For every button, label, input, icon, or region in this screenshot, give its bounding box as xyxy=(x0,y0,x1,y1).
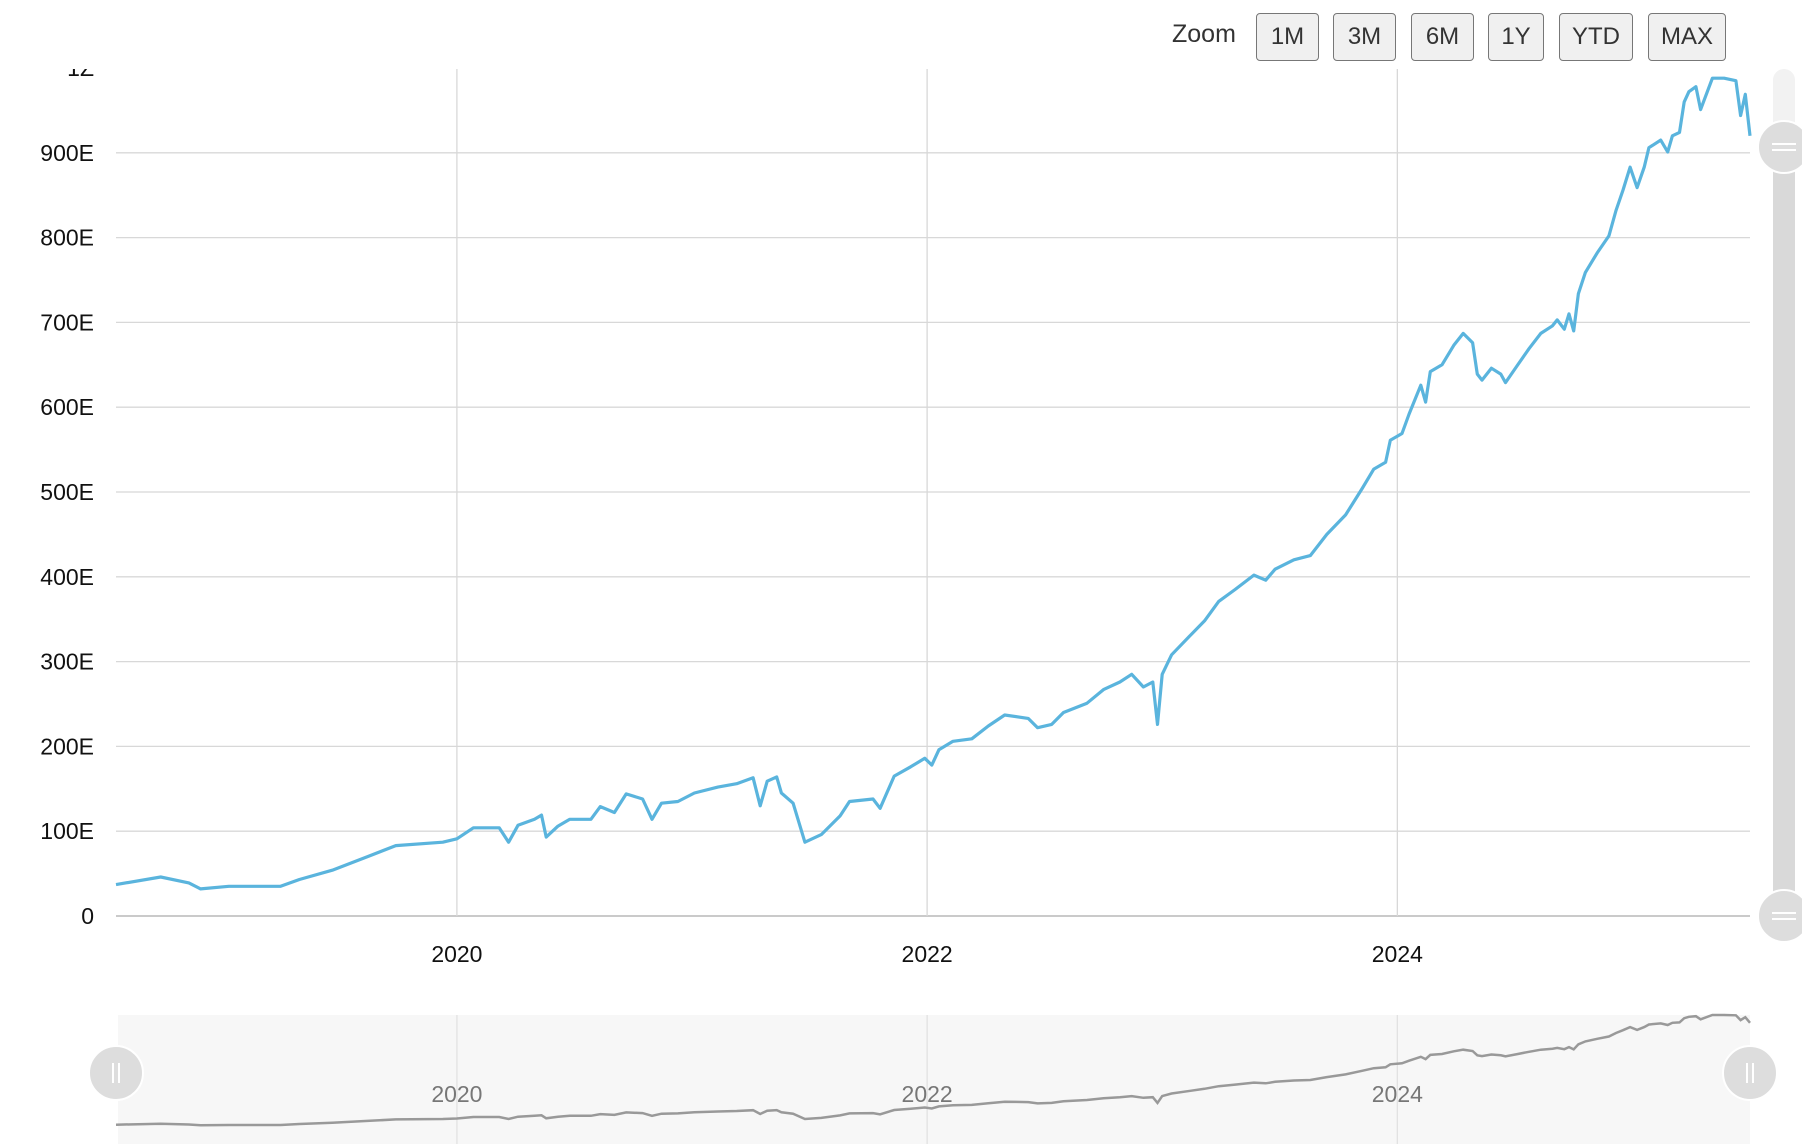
handle-circle xyxy=(88,1045,144,1101)
navigator-right-handle[interactable] xyxy=(1722,1045,1778,1101)
navigator-series-line xyxy=(115,1013,1751,1127)
x-tick-label: 2022 xyxy=(902,941,953,967)
y-tick-label: 0 xyxy=(81,903,94,929)
zoom-label: Zoom xyxy=(1172,20,1236,48)
y-tick-label: 100E xyxy=(40,818,94,844)
x-tick-label: 2020 xyxy=(431,941,482,967)
scrollbar-top-handle[interactable] xyxy=(1757,120,1802,174)
y-tick-label: 200E xyxy=(40,733,94,759)
vertical-scrollbar[interactable] xyxy=(1757,69,1802,943)
handle-circle xyxy=(1757,120,1802,174)
x-tick-label: 2024 xyxy=(1372,941,1423,967)
y-tick-label: 900E xyxy=(40,140,94,166)
zoom-max-button[interactable]: MAX xyxy=(1648,13,1726,61)
navigator-tick-label: 2024 xyxy=(1372,1081,1423,1107)
x-axis: 2020 2022 2024 xyxy=(431,941,1423,967)
zoom-6m-button[interactable]: 6M xyxy=(1411,13,1474,61)
navigator-tick-label: 2022 xyxy=(902,1081,953,1107)
y-axis: 0100E200E300E400E500E600E700E800E900E1Z xyxy=(40,55,94,929)
navigator-left-handle[interactable] xyxy=(88,1045,144,1101)
y-tick-label: 500E xyxy=(40,479,94,505)
y-tick-label: 700E xyxy=(40,309,94,335)
navigator[interactable]: 2020 2022 2024 xyxy=(88,1013,1778,1144)
scrollbar-bottom-handle[interactable] xyxy=(1757,889,1802,943)
zoom-3m-button[interactable]: 3M xyxy=(1333,13,1396,61)
zoom-ytd-button[interactable]: YTD xyxy=(1559,13,1633,61)
navigator-tick-label: 2020 xyxy=(431,1081,482,1107)
grid-lines xyxy=(116,67,1750,917)
y-tick-label: 400E xyxy=(40,564,94,590)
scrollbar-thumb xyxy=(1773,147,1795,916)
y-tick-label: 300E xyxy=(40,649,94,675)
zoom-1m-button[interactable]: 1M xyxy=(1256,13,1319,61)
handle-circle xyxy=(1757,889,1802,943)
y-tick-label: 600E xyxy=(40,394,94,420)
y-tick-label: 800E xyxy=(40,225,94,251)
handle-circle xyxy=(1722,1045,1778,1101)
series-line xyxy=(115,76,1752,891)
zoom-1y-button[interactable]: 1Y xyxy=(1488,13,1544,61)
navigator-background xyxy=(118,1015,1750,1144)
